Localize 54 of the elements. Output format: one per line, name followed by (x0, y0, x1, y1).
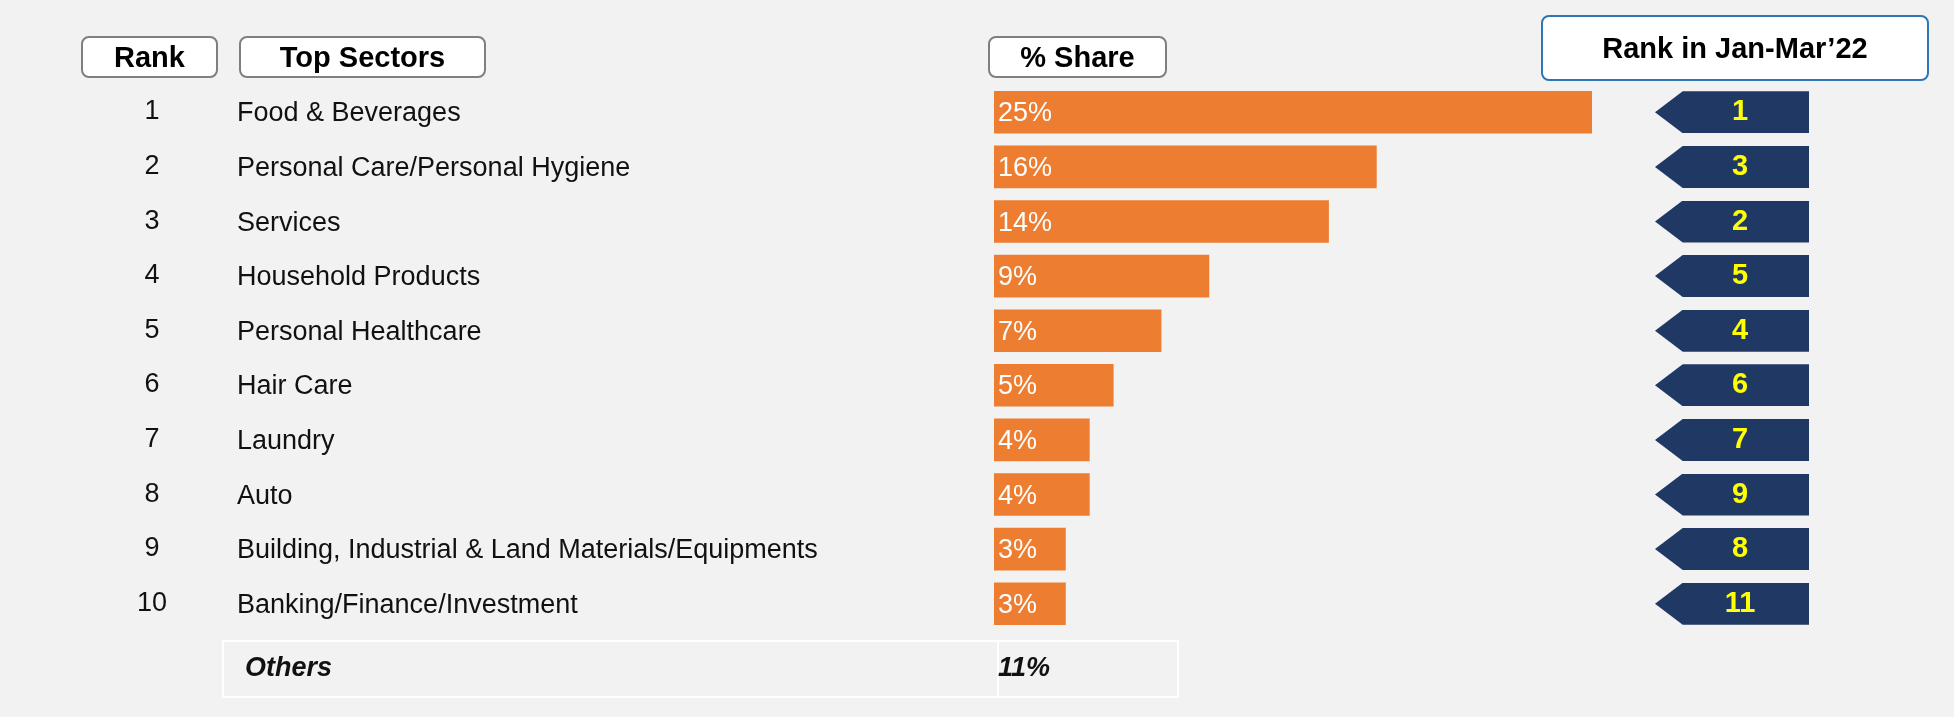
text: 1 (1730, 94, 1750, 128)
text: 11 (1723, 585, 1757, 619)
text: 7 (143, 422, 161, 454)
data-label: 3% (998, 588, 1038, 619)
data-label: 25% (998, 97, 1053, 128)
text: Top Sectors (239, 36, 486, 78)
text: 1 (143, 95, 161, 127)
bar (994, 364, 1114, 407)
y-tick-label: Personal Healthcare (237, 315, 482, 346)
text: 8 (143, 477, 161, 509)
bar (994, 145, 1377, 189)
data-label: 9% (998, 261, 1038, 292)
text: 9 (1730, 476, 1750, 510)
bar (994, 473, 1090, 516)
data-label: 16% (998, 151, 1053, 182)
data-label: 7% (998, 315, 1038, 346)
text: 6 (143, 368, 161, 400)
text: 2 (143, 149, 161, 181)
text: 6 (1730, 367, 1750, 401)
y-tick-label: Auto (237, 479, 293, 510)
text: 8 (1730, 531, 1750, 565)
data-label: 4% (998, 424, 1038, 455)
bar (994, 309, 1162, 352)
y-tick-label: Hair Care (237, 370, 353, 401)
data-label: 4% (998, 479, 1038, 510)
y-tick-label: Services (237, 206, 341, 237)
text: 4 (143, 259, 161, 291)
y-tick-label: Laundry (237, 424, 336, 455)
text: 4 (1730, 312, 1750, 346)
text: Rank (81, 36, 218, 78)
y-tick-label: Building, Industrial & Land Materials/Equipments (237, 534, 818, 565)
y-tick-label: Personal Care/Personal Hygiene (237, 151, 631, 182)
text: 5 (143, 313, 161, 345)
y-tick-label: Banking/Finance/Investment (237, 588, 579, 619)
text: 9 (143, 532, 161, 564)
bar (994, 200, 1329, 243)
text: 2 (1730, 203, 1750, 237)
text: 3 (1730, 148, 1750, 182)
data-label: 5% (998, 370, 1038, 401)
y-tick-label: Food & Beverages (237, 97, 461, 128)
text: Others (245, 652, 333, 683)
bar (994, 418, 1090, 462)
data-label: 3% (998, 534, 1038, 565)
text: 5 (1730, 258, 1750, 292)
bar (994, 254, 1210, 298)
text: Rank in Jan-Mar’22 (1541, 15, 1929, 81)
text: % Share (988, 36, 1167, 78)
text: 7 (1730, 421, 1750, 455)
text: 10 (135, 586, 168, 618)
bar (994, 91, 1592, 134)
text: 3 (143, 204, 161, 236)
text: 11% (998, 652, 1051, 683)
y-tick-label: Household Products (237, 261, 481, 292)
data-label: 14% (998, 206, 1053, 237)
